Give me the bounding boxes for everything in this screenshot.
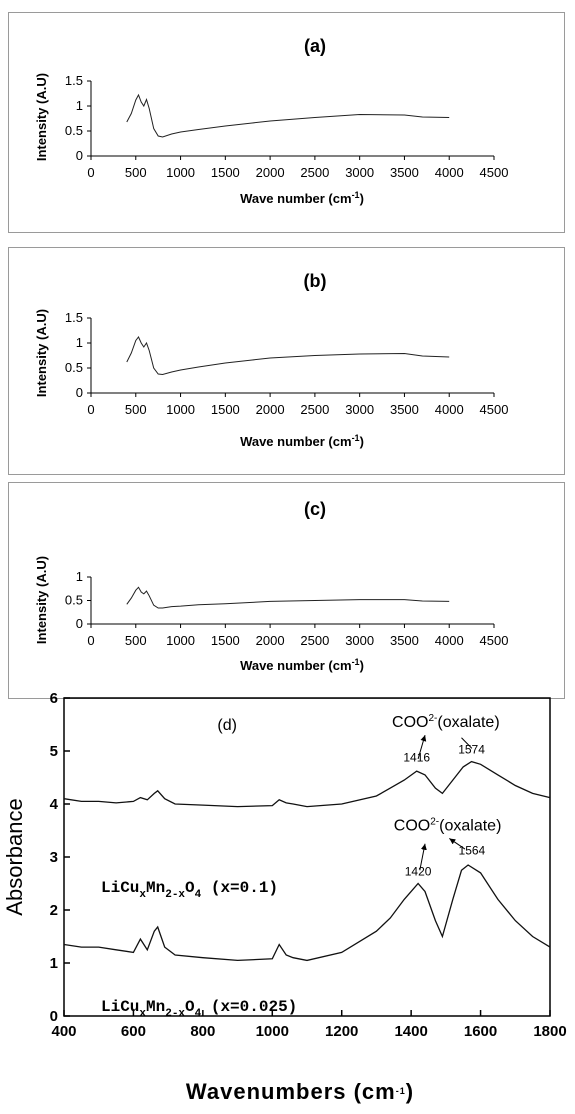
panel-c-y-tick-label: 1 [76, 569, 83, 584]
panel-b-y-tick-label: 1 [76, 335, 83, 350]
panel-c-y-tick-label: 0 [76, 616, 83, 631]
panel-c-x-tick-label: 1500 [211, 633, 240, 648]
annotation-peak-1416: 1416 [403, 751, 430, 765]
panel-c-x-axis-title: Wave number (cm-1) [240, 657, 364, 673]
panel-d-y-axis-title: Absorbance [2, 798, 27, 915]
panel-b-x-tick-label: 500 [125, 402, 147, 417]
annotation-arrow-1420 [419, 843, 427, 871]
panel-b-x-tick-label: 3500 [390, 402, 419, 417]
panel-c-series-line [126, 586, 450, 609]
panel-d-x-tick-label: 600 [121, 1023, 146, 1040]
panel-c-label: (c) [304, 499, 326, 519]
panel-d-x-tick-label: 1800 [533, 1023, 566, 1040]
panel-c-x-tick-label: 3500 [390, 633, 419, 648]
panel-d-y-tick-label: 2 [50, 902, 58, 919]
panel-c-y-axis-title: Intensity (A.U) [34, 556, 49, 644]
annotation-line-1574 [461, 737, 473, 749]
panel-a-x-tick-label: 3500 [390, 165, 419, 180]
panel-a-y-tick-label: 1.5 [65, 73, 83, 88]
panel-a-y-tick-label: 0 [76, 148, 83, 163]
panel-d-y-tick-label: 4 [50, 796, 59, 813]
panel-c-x-tick-label: 2500 [300, 633, 329, 648]
panel-c-x-tick-label: 1000 [166, 633, 195, 648]
panel-b-x-tick-label: 1500 [211, 402, 240, 417]
annotation-arrow-1416 [417, 734, 427, 760]
panel-d-y-tick-label: 3 [50, 849, 58, 866]
panel-d-x-tick-label: 800 [190, 1023, 215, 1040]
panel-b-x-tick-label: 1000 [166, 402, 195, 417]
panel-a-x-tick-label: 2500 [300, 165, 329, 180]
panel-d-x-tick-label: 1000 [256, 1023, 289, 1040]
panel-a-x-tick-label: 2000 [256, 165, 285, 180]
panel-a-x-tick-label: 4500 [480, 165, 509, 180]
panel-a-label: (a) [304, 36, 326, 56]
panel-d-series-line-1 [63, 760, 551, 808]
panel-a-y-axis-title: Intensity (A.U) [34, 73, 49, 161]
panel-b-y-tick-label: 0.5 [65, 360, 83, 375]
panel-a-x-axis-title: Wave number (cm-1) [240, 190, 364, 206]
panel-b-y-tick-label: 0 [76, 385, 83, 400]
annotation-coo-lower: COO2-(oxalate) [394, 817, 502, 835]
panel-b-x-tick-label: 4500 [480, 402, 509, 417]
panel-b-x-tick-label: 3000 [345, 402, 374, 417]
panel-c-x-tick-label: 3000 [345, 633, 374, 648]
panel-d-series-line-2 [63, 864, 551, 962]
panel-c-x-tick-label: 2000 [256, 633, 285, 648]
panel-b-x-axis-title: Wave number (cm-1) [240, 433, 364, 449]
panel-c-y-tick-label: 0.5 [65, 593, 83, 608]
panel-b-y-axis-title: Intensity (A.U) [34, 309, 49, 397]
panel-a-x-tick-label: 1000 [166, 165, 195, 180]
annotation-arrow-1564 [449, 838, 466, 850]
panel-a-x-tick-label: 0 [87, 165, 94, 180]
panel-b-series-line [126, 336, 450, 376]
panel-d-y-tick-label: 6 [50, 690, 58, 707]
panel-d-x-tick-label: 1600 [464, 1023, 497, 1040]
annotation-peak-1564: 1564 [459, 843, 486, 857]
panel-b-frame [8, 247, 565, 475]
panel-d-x-tick-label: 1400 [394, 1023, 427, 1040]
panel-b-x-tick-label: 2000 [256, 402, 285, 417]
panel-b-x-tick-label: 2500 [300, 402, 329, 417]
annotation-coo-upper: COO2-(oxalate) [392, 713, 500, 731]
panel-a-x-tick-label: 3000 [345, 165, 374, 180]
panel-d-y-tick-label: 5 [50, 743, 58, 760]
panel-b-label: (b) [304, 271, 327, 291]
panel-a-x-tick-label: 500 [125, 165, 147, 180]
panel-a-frame [8, 12, 565, 233]
panel-d-series-label-1: LiCuxMn2-xO4 (x=0.1) [101, 879, 278, 901]
panel-b-x-tick-label: 0 [87, 402, 94, 417]
panel-d-y-tick-label: 1 [50, 955, 58, 972]
panel-c-x-tick-label: 4000 [435, 633, 464, 648]
panel-d-series-label-2: LiCuxMn2-xO4 (x=0.025) [101, 998, 297, 1020]
panel-d-y-tick-label: 0 [50, 1008, 58, 1025]
panel-a-x-tick-label: 4000 [435, 165, 464, 180]
panel-d-label: (d) [217, 717, 237, 734]
panel-a-y-tick-label: 0.5 [65, 123, 83, 138]
panel-d-x-tick-label: 400 [51, 1023, 76, 1040]
panel-b-x-tick-label: 4000 [435, 402, 464, 417]
panel-b-y-tick-label: 1.5 [65, 310, 83, 325]
panel-c-x-tick-label: 0 [87, 633, 94, 648]
panel-d-x-tick-label: 1200 [325, 1023, 358, 1040]
panel-c-x-tick-label: 4500 [480, 633, 509, 648]
panel-a-y-tick-label: 1 [76, 98, 83, 113]
annotation-peak-1420: 1420 [405, 865, 432, 879]
panel-a-series-line [126, 93, 450, 138]
panel-a-x-tick-label: 1500 [211, 165, 240, 180]
panel-d-x-axis-title: Wavenumbers (cm-1) [186, 1079, 414, 1104]
annotation-peak-1574: 1574 [458, 743, 485, 757]
panel-c-x-tick-label: 500 [125, 633, 147, 648]
